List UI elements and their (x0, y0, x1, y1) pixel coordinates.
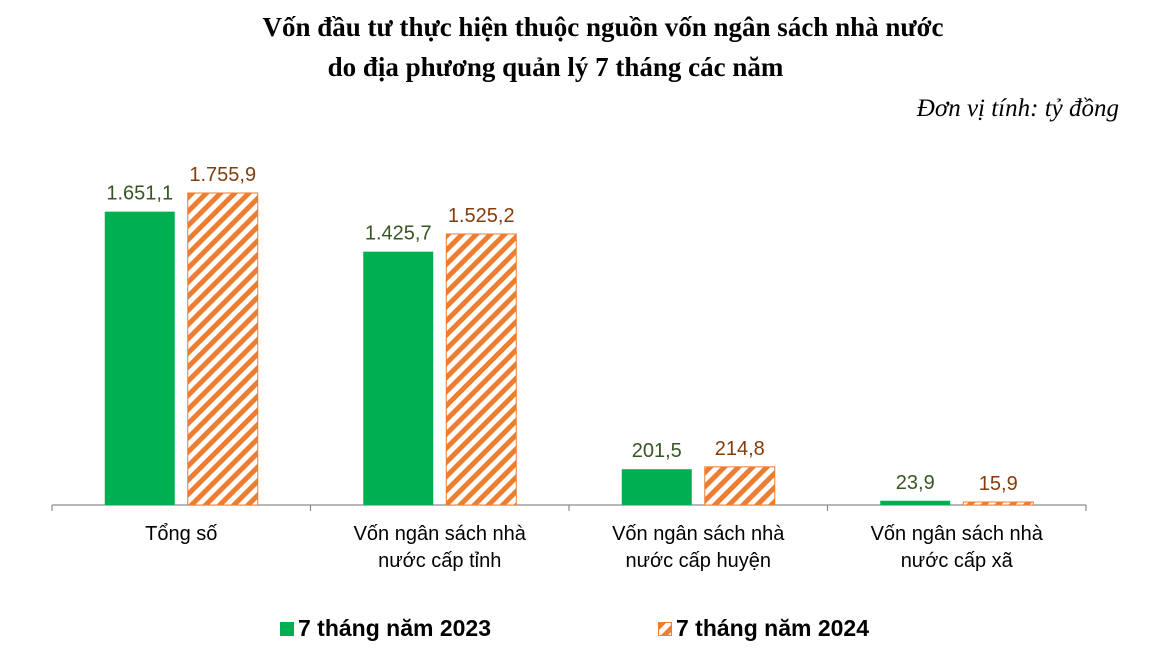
bar-2024 (704, 466, 776, 506)
category-label: nước cấp xã (901, 550, 1014, 572)
bar-2023 (363, 251, 434, 505)
data-label: 1.525,2 (448, 205, 515, 227)
data-label: 1.755,9 (189, 164, 256, 186)
bar-2024 (445, 233, 517, 506)
bar-2024 (962, 501, 1034, 506)
legend-item-2023: 7 tháng năm 2023 (280, 615, 491, 642)
bar-2024 (187, 192, 259, 506)
category-label: Tổng số (145, 523, 217, 545)
bar-2023 (621, 469, 692, 505)
bar-2023 (104, 211, 175, 505)
legend-label-2024: 7 tháng năm 2024 (676, 615, 870, 641)
chart-title-line2: do địa phương quản lý 7 tháng các năm (327, 52, 784, 82)
chart-title-line1: Vốn đầu tư thực hiện thuộc nguồn vốn ngâ… (262, 12, 944, 42)
category-label: Vốn ngân sách nhà (612, 523, 785, 545)
category-label: Vốn ngân sách nhà (871, 523, 1044, 545)
data-label: 23,9 (896, 472, 935, 494)
data-label: 1.425,7 (365, 223, 432, 245)
data-label: 1.651,1 (106, 183, 173, 205)
data-label: 15,9 (979, 473, 1018, 495)
bar-2023 (880, 500, 951, 505)
legend-label-2023: 7 tháng năm 2023 (298, 615, 492, 641)
legend-item-2024: 7 tháng năm 2024 (658, 615, 869, 642)
data-label: 214,8 (715, 438, 765, 460)
unit-label: Đơn vị tính: tỷ đồng (916, 95, 1119, 122)
data-label: 201,5 (632, 440, 682, 462)
category-label: Vốn ngân sách nhà (354, 523, 527, 545)
category-label: nước cấp huyện (626, 550, 771, 572)
legend-swatch-2024 (658, 621, 672, 636)
legend-swatch-2023 (280, 621, 294, 636)
category-label: nước cấp tỉnh (378, 550, 501, 572)
